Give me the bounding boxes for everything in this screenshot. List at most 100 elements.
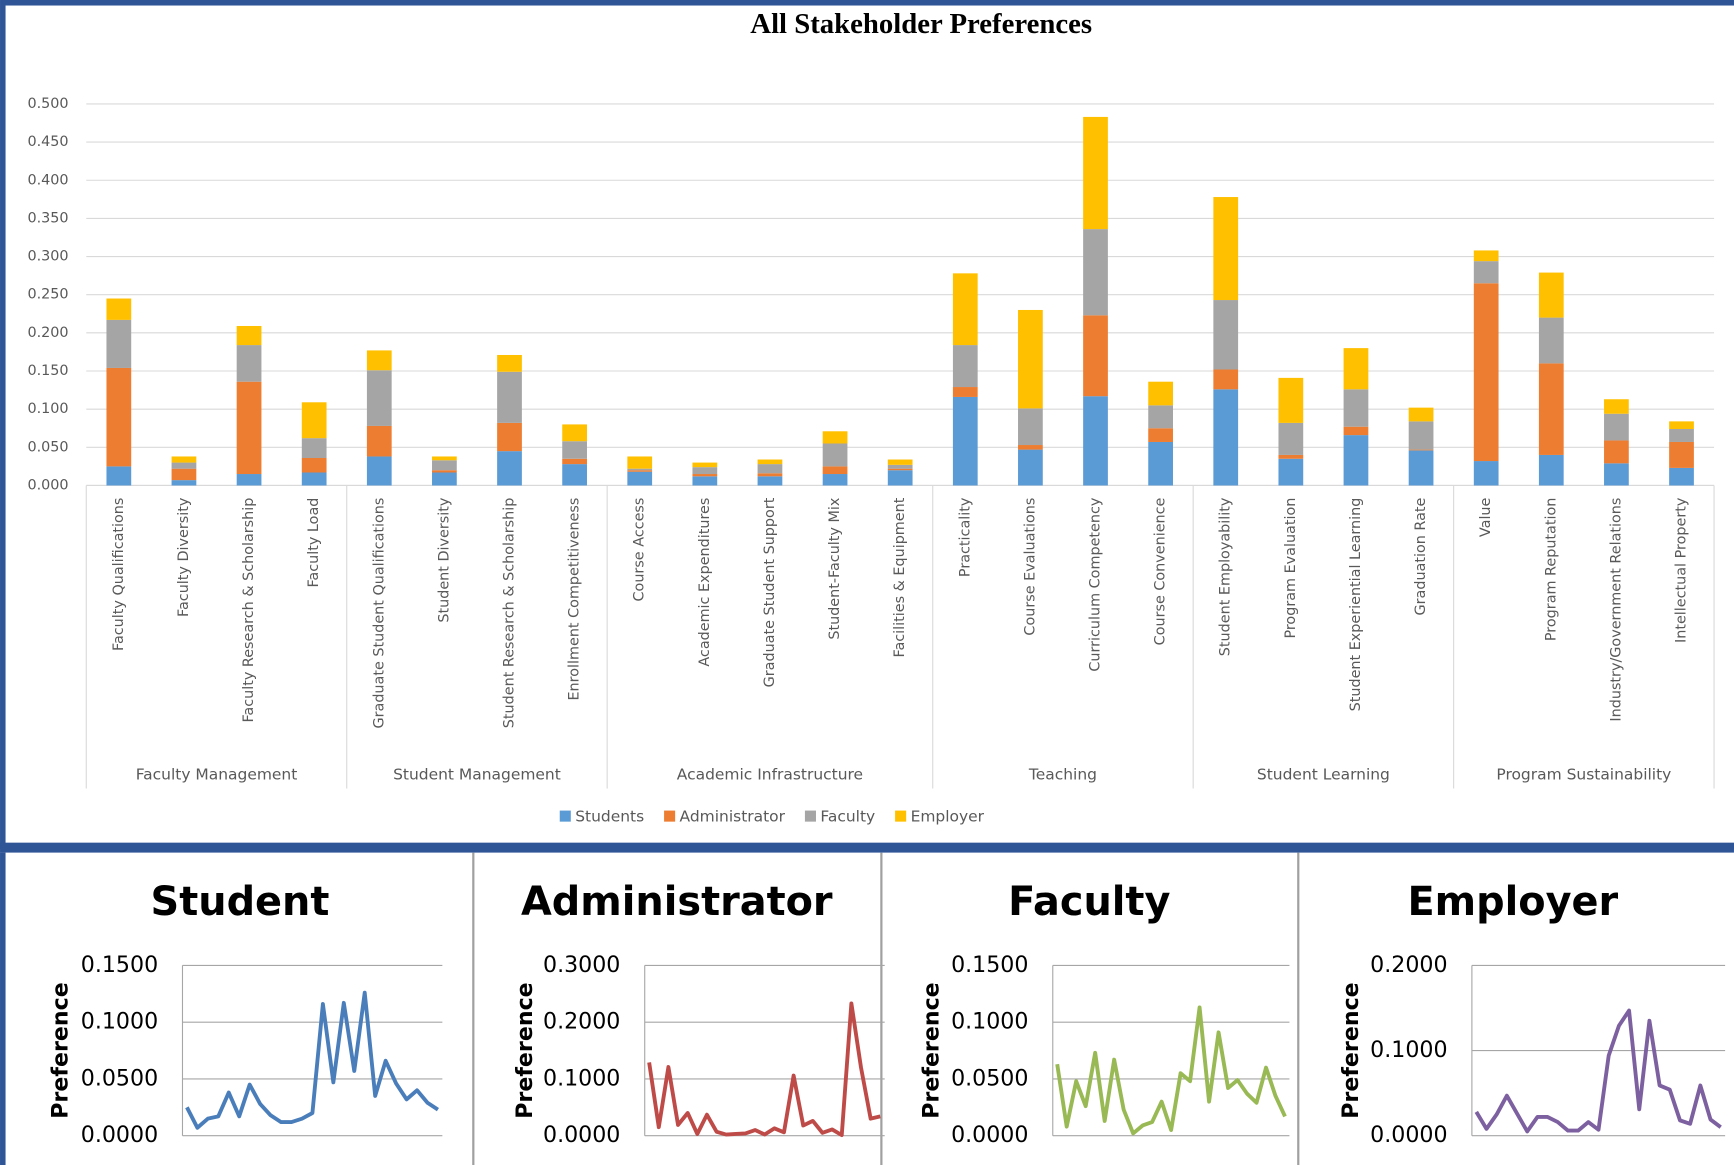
bar-segment (106, 466, 132, 486)
group-label: Academic Infrastructure (677, 766, 863, 784)
bar-segment (1018, 449, 1043, 486)
bar-segment (1213, 369, 1239, 390)
y-tick-label: 0.3000 (543, 952, 620, 978)
bar-segment (1083, 315, 1108, 397)
panel-title: Student (151, 879, 330, 925)
y-tick-label: 0.2000 (543, 1009, 620, 1035)
bar-segment (952, 345, 978, 388)
x-tick-label: Value (1478, 497, 1494, 537)
bar-segment (1604, 399, 1629, 414)
x-tick-label: Graduate Student Support (762, 497, 778, 687)
bar-segment (627, 468, 653, 471)
y-tick-label: 0.100 (27, 401, 68, 417)
y-tick-label: 0.1000 (951, 1009, 1028, 1035)
bar-segment (1343, 389, 1369, 427)
x-tick-label: Student Employability (1218, 497, 1234, 656)
bar-segment (887, 470, 913, 486)
bar-segment (1538, 317, 1564, 364)
bar-segment (1278, 422, 1304, 455)
panel-title: Employer (1407, 879, 1618, 925)
bar-segment (1538, 363, 1564, 455)
bar-segment (366, 425, 392, 457)
bar-segment (822, 474, 848, 486)
bar-segment (1408, 421, 1434, 450)
x-tick-label: Graduate Student Qualifications (371, 498, 387, 729)
panel-title: Faculty (1008, 879, 1170, 925)
bar-segment (432, 470, 457, 473)
x-tick-label: Course Convenience (1153, 497, 1169, 645)
bar-segment (1604, 463, 1629, 486)
left-edge (0, 852, 6, 1165)
line (1474, 1008, 1722, 1134)
x-tick-label: Student Research & Scholarship (502, 498, 518, 729)
bar-segment (432, 456, 457, 461)
chart-title: All Stakeholder Preferences (750, 8, 1092, 40)
bar-segment (301, 472, 327, 486)
bar-segment (432, 472, 457, 486)
line (1055, 1005, 1287, 1136)
bar-segment (627, 470, 653, 472)
bar-segment (301, 402, 327, 439)
y-tick-label: 0.300 (27, 249, 68, 265)
bar-segment (366, 350, 392, 371)
bar-segment (1343, 435, 1369, 486)
bar-segment (692, 462, 718, 468)
bar-segment (1148, 405, 1173, 429)
bar-segment (1538, 454, 1564, 486)
bar-segment (432, 460, 457, 471)
bar-segment (1473, 261, 1499, 284)
bar-segment (171, 480, 197, 486)
bar-segment (1278, 377, 1304, 423)
group-label: Faculty Management (136, 766, 298, 784)
legend-label: Administrator (680, 808, 786, 826)
bar-segment (236, 474, 262, 486)
bar-segment (692, 467, 718, 475)
bar-segment (887, 464, 913, 469)
bar-segment (366, 456, 392, 486)
bar-segment (1343, 426, 1369, 436)
bar-segment (562, 458, 587, 465)
bar-segment (497, 451, 522, 486)
bar-segment (171, 462, 197, 469)
y-tick-label: 0.1500 (951, 952, 1028, 978)
legend-label: Faculty (820, 808, 875, 826)
bar-segment (1278, 454, 1304, 459)
y-tick-label: 0.050 (27, 439, 68, 455)
x-tick-label: Industry/Government Relations (1608, 498, 1624, 722)
bar-segment (1473, 461, 1499, 486)
bar-segment (171, 456, 197, 463)
y-tick-label: 0.150 (27, 363, 68, 379)
bar-segment (627, 471, 653, 486)
bar-segment (1148, 381, 1173, 406)
bar-segment (106, 298, 132, 320)
bar-segment (692, 476, 718, 486)
bar-segment (497, 422, 522, 452)
bar-segment (1538, 272, 1564, 318)
x-tick-label: Faculty Load (306, 498, 322, 588)
bar-segment (757, 473, 783, 477)
y-tick-label: 0.500 (27, 96, 68, 112)
group-label: Program Sustainability (1496, 766, 1671, 784)
bar-segment (301, 457, 327, 473)
y-axis-label: Preference (47, 982, 73, 1118)
bar-segment (822, 466, 848, 475)
bar-segment (562, 464, 587, 486)
bar-segment (1408, 449, 1434, 451)
x-tick-label: Student Diversity (436, 497, 452, 622)
bar-segment (106, 367, 132, 467)
x-tick-label: Graduation Rate (1413, 497, 1429, 615)
bar-segment (301, 438, 327, 458)
bar-segment (952, 273, 978, 346)
y-tick-label: 0.250 (27, 287, 68, 303)
y-tick-label: 0.450 (27, 134, 68, 150)
bar-segment (497, 354, 522, 372)
bar-segment (627, 456, 653, 469)
y-tick-label: 0.1000 (81, 1009, 158, 1035)
bar-segment (366, 370, 392, 426)
bar-segment (1343, 348, 1369, 390)
bar-segment (1148, 441, 1173, 486)
y-tick-label: 0.000 (27, 477, 68, 493)
y-tick-label: 0.1000 (1370, 1037, 1447, 1063)
y-axis-label: Preference (512, 982, 538, 1118)
